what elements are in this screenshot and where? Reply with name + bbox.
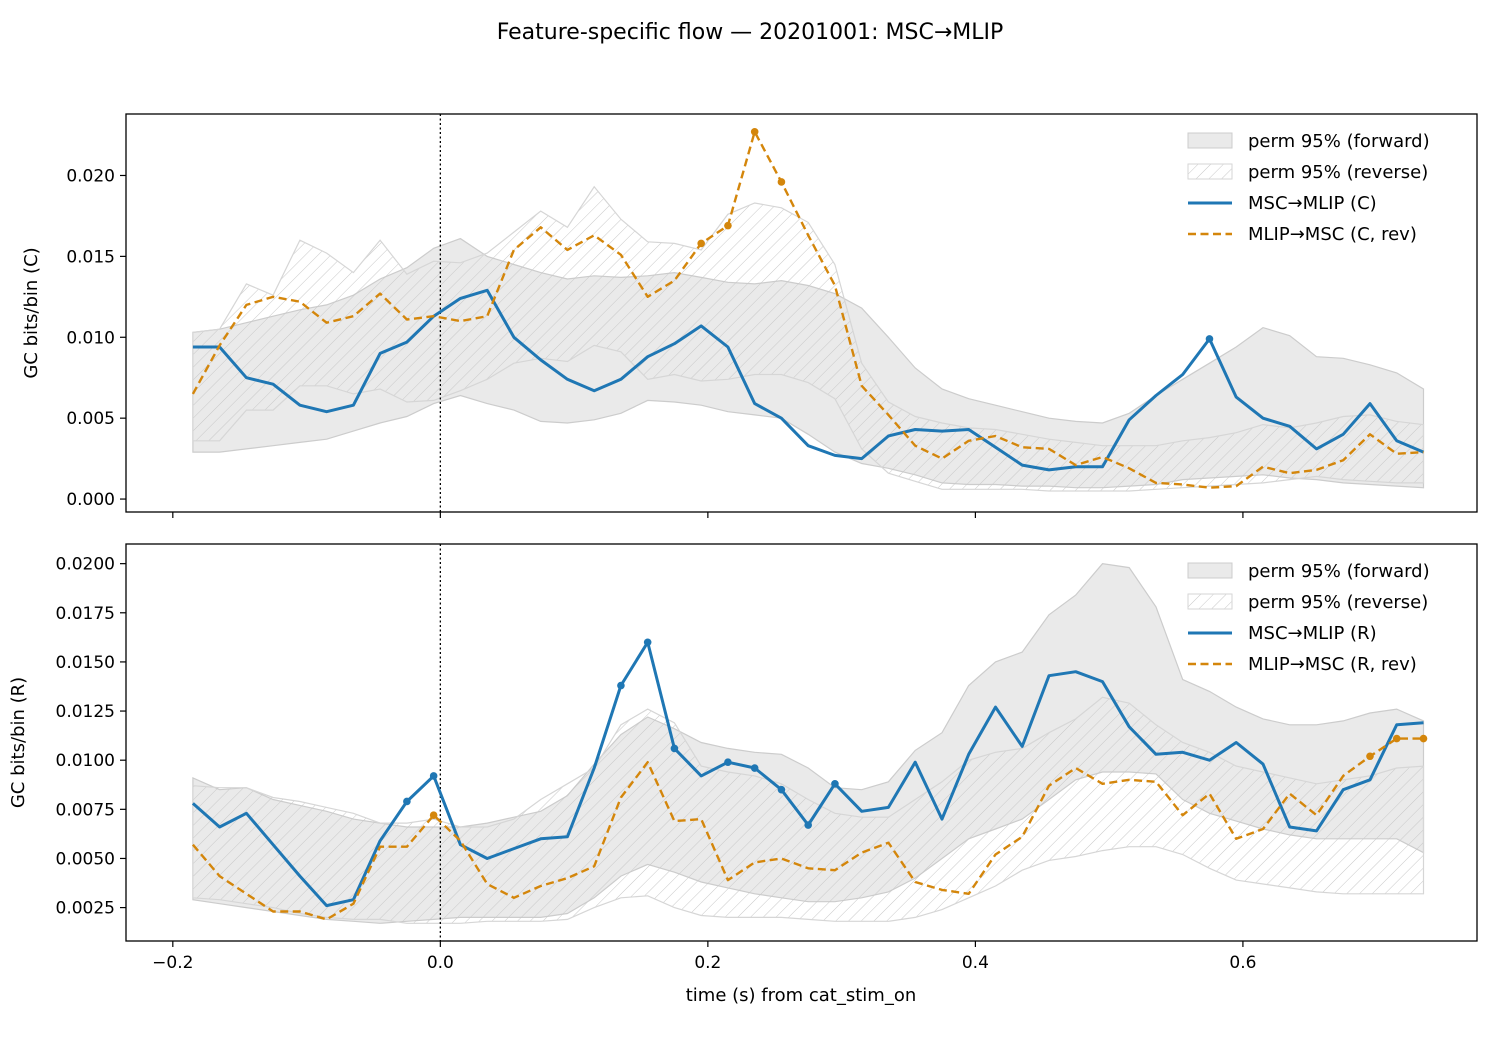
- panel1-y-tick-label: 0.0050: [56, 849, 115, 869]
- panel1-y-tick-label: 0.0175: [56, 604, 115, 624]
- panel1-significance-marker: [831, 779, 839, 788]
- panel0-significance-marker: [777, 178, 786, 186]
- panel1-significance-marker: [724, 758, 732, 766]
- panel1-significance-marker: [750, 764, 759, 772]
- panel0-legend-swatch-forward-band: [1187, 132, 1233, 149]
- panel-top: 0.000 0.005 0.010 0.015 0.020 GC bits/bin (C)…: [21, 113, 1478, 518]
- panel1-x-tick-label: 0.0: [427, 953, 454, 973]
- panel0-band-reverse: [192, 185, 1425, 492]
- panel1-significance-marker: [777, 785, 786, 794]
- panel0-legend-label: perm 95% (reverse): [1248, 162, 1428, 183]
- panel1-significance-marker: [403, 797, 411, 806]
- panel1-legend-swatch-reverse-band: [1187, 593, 1233, 610]
- panel0-axes-frame: [125, 113, 1478, 513]
- panel1-y-tick-label: 0.0200: [56, 555, 115, 575]
- panel1-legend-label: MSC→MLIP (R): [1248, 623, 1377, 644]
- panel1-band-reverse: [192, 696, 1425, 924]
- panel1-y-tick-label: 0.0075: [56, 800, 115, 820]
- panel0-significance-marker: [724, 221, 732, 230]
- panel0-legend-swatch-reverse-band: [1187, 163, 1233, 180]
- panel1-significance-marker: [1366, 752, 1374, 761]
- x-axis-label: time (s) from cat_stim_on: [686, 985, 917, 1006]
- panel1-axes-frame: [125, 543, 1478, 942]
- panel1-y-axis-label: GC bits/bin (R): [8, 677, 29, 808]
- panel0-y-tick-label: 0.005: [66, 409, 115, 429]
- panel0-series-reverse-line: [191, 130, 1424, 489]
- panel0-series-forward-line: [192, 288, 1425, 472]
- panel1-significance-marker: [1392, 734, 1401, 743]
- panel1-significance-marker: [643, 638, 652, 647]
- panel1-y-tick-label: 0.0100: [56, 751, 115, 771]
- panel1-significance-marker: [429, 811, 438, 820]
- panel1-series-reverse-line: [191, 737, 1424, 921]
- panel1-legend-label: MLIP→MSC (R, rev): [1248, 654, 1417, 675]
- panel1-x-tick-label: 0.2: [694, 953, 721, 973]
- panel0-significance-marker: [750, 127, 759, 136]
- panel0-legend-label: MSC→MLIP (C): [1248, 193, 1377, 214]
- panel1-legend-swatch-forward-band: [1187, 562, 1233, 579]
- panel1-x-tick-label: 0.6: [1229, 953, 1256, 973]
- panel1-y-tick-label: 0.0125: [56, 702, 115, 722]
- panel1-significance-marker: [1419, 734, 1428, 743]
- panel0-y-axis-label: GC bits/bin (C): [21, 247, 42, 378]
- panel1-significance-marker: [670, 744, 679, 753]
- panel0-legend-label: MLIP→MSC (C, rev): [1248, 224, 1417, 245]
- panel1-y-tick-label: 0.0150: [56, 653, 115, 673]
- panel1-x-tick-label: −0.2: [152, 953, 193, 973]
- panel1-y-tick-label: 0.0025: [56, 899, 115, 919]
- panel-bottom: −0.2 0.0 0.2 0.4 0.6 0.0025 0.0050 0.0075 0.0100…: [8, 543, 1478, 973]
- panel1-significance-marker: [617, 681, 625, 690]
- panel1-x-tick-label: 0.4: [962, 953, 989, 973]
- panel0-significance-marker: [697, 239, 705, 248]
- panel0-y-tick-label: 0.010: [66, 328, 115, 348]
- figure-title: Feature-specific flow — 20201001: MSC→ML…: [497, 20, 1004, 45]
- panel1-significance-marker: [804, 821, 812, 829]
- panel1-legend-label: perm 95% (forward): [1248, 561, 1430, 582]
- panel1-significance-marker: [429, 772, 438, 780]
- panel0-y-tick-label: 0.020: [66, 166, 115, 186]
- panel0-significance-marker: [1205, 335, 1214, 343]
- panel0-y-tick-label: 0.015: [66, 247, 115, 267]
- panel1-legend-label: perm 95% (reverse): [1248, 592, 1428, 613]
- panel0-y-tick-label: 0.000: [66, 490, 115, 510]
- panel0-legend-label: perm 95% (forward): [1248, 131, 1430, 152]
